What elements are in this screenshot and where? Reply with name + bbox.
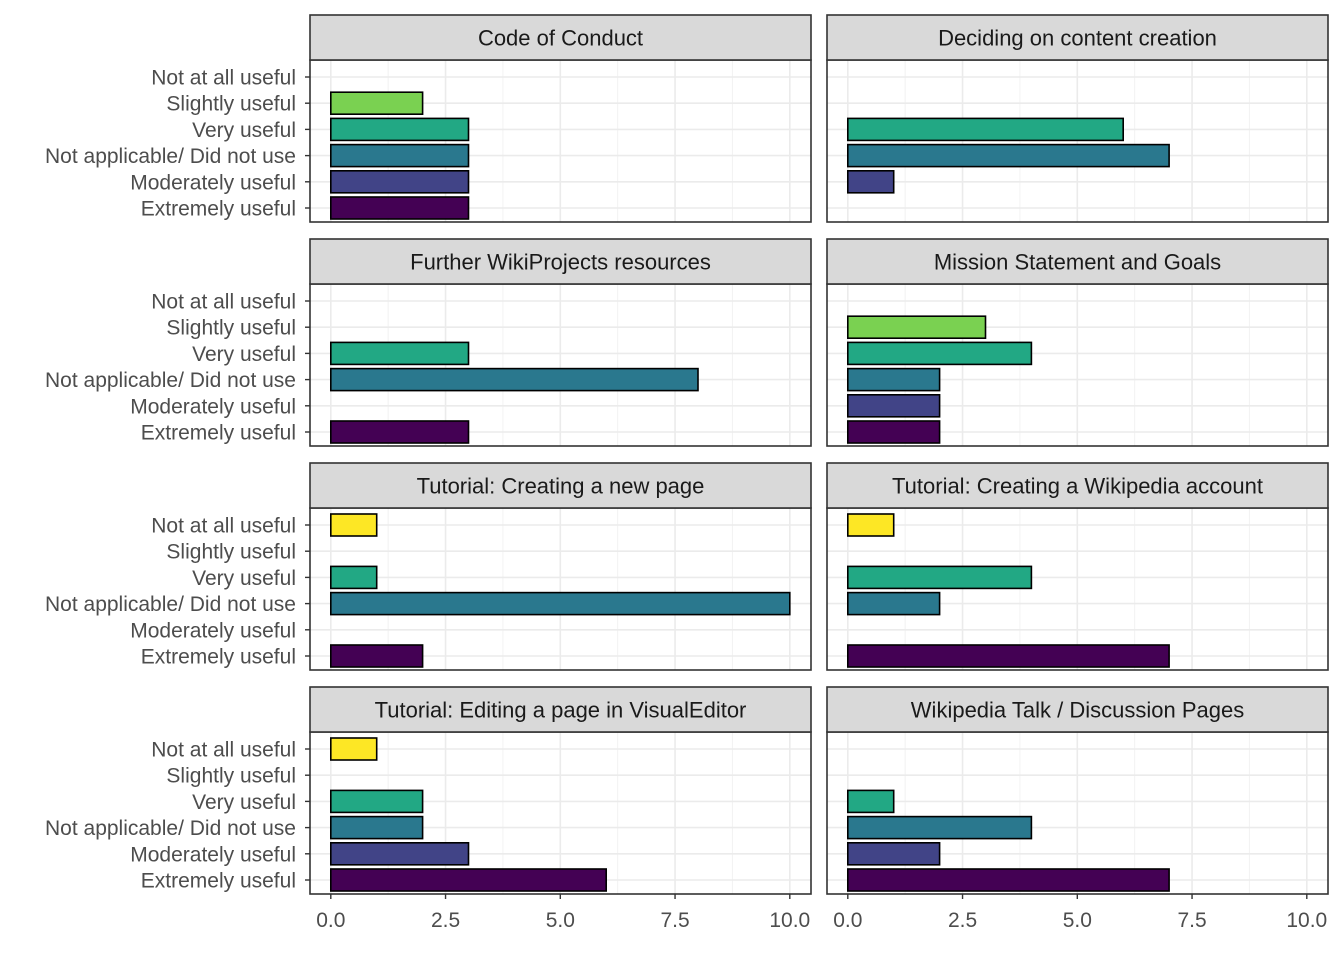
bar <box>329 737 378 761</box>
panel-8: Wikipedia Talk / Discussion Pages 0.0 2.5 5… <box>826 686 1329 932</box>
bar <box>846 841 941 866</box>
bar <box>329 420 470 444</box>
panel-7: Tutorial: Editing a page in VisualEditor… <box>45 686 812 932</box>
y-tick-label: Moderately useful <box>130 395 296 418</box>
y-tick-label: Very useful <box>192 119 296 142</box>
panel-5: Tutorial: Creating a new page Not at all … <box>45 462 812 671</box>
facet-strip <box>309 238 812 285</box>
bar <box>329 170 470 194</box>
facet-title: Wikipedia Talk / Discussion Pages <box>911 698 1244 723</box>
facet-strip <box>309 14 812 61</box>
y-tick-label: Moderately useful <box>130 619 296 642</box>
x-tick-label: 7.5 <box>1177 909 1206 932</box>
y-tick-label: Not at all useful <box>151 67 296 90</box>
facet-strip <box>826 14 1329 61</box>
bar <box>329 91 424 115</box>
bar <box>846 868 1170 892</box>
x-tick-label: 2.5 <box>948 909 977 932</box>
panel-2: Deciding on content creation <box>826 14 1329 223</box>
bar <box>846 789 895 814</box>
bar <box>846 315 987 340</box>
bar <box>846 591 941 616</box>
bar <box>846 815 1033 840</box>
facet-title: Code of Conduct <box>478 26 643 51</box>
panel-4: Mission Statement and Goals <box>826 238 1329 447</box>
facet-strip <box>309 686 812 733</box>
y-tick-label: Slightly useful <box>166 93 296 116</box>
y-tick-label: Slightly useful <box>166 541 296 564</box>
bar <box>846 341 1033 366</box>
x-tick-label: 5.0 <box>546 909 575 932</box>
y-tick-label: Moderately useful <box>130 843 296 866</box>
x-tick-label: 0.0 <box>316 909 345 932</box>
facet-strip <box>309 462 812 509</box>
facet-title: Further WikiProjects resources <box>410 250 711 275</box>
x-tick-label: 10.0 <box>1286 909 1327 932</box>
bar <box>846 117 1124 142</box>
bar <box>846 420 941 444</box>
bar <box>846 367 941 392</box>
facet-title: Tutorial: Editing a page in VisualEditor <box>375 698 747 723</box>
bar <box>846 644 1170 668</box>
panel-3: Further WikiProjects resources Not at all… <box>45 238 812 447</box>
facet-strip <box>826 238 1329 285</box>
bar <box>329 341 470 366</box>
y-tick-label: Not at all useful <box>151 291 296 314</box>
facet-title: Deciding on content creation <box>938 26 1217 51</box>
x-tick-label: 10.0 <box>769 909 810 932</box>
y-tick-label: Extremely useful <box>141 422 296 445</box>
y-tick-label: Not applicable/ Did not use <box>45 593 296 616</box>
panel-6: Tutorial: Creating a Wikipedia account <box>826 462 1329 671</box>
bar <box>329 789 424 814</box>
facet-title: Mission Statement and Goals <box>934 250 1221 275</box>
bar <box>846 143 1170 168</box>
y-tick-label: Very useful <box>192 343 296 366</box>
bar <box>329 841 470 866</box>
y-tick-label: Slightly useful <box>166 765 296 788</box>
bar <box>329 815 424 840</box>
bar <box>846 393 941 418</box>
facet-title: Tutorial: Creating a new page <box>417 474 705 499</box>
bar <box>329 143 470 168</box>
y-tick-label: Very useful <box>192 791 296 814</box>
bar <box>846 565 1033 590</box>
bar <box>846 513 895 537</box>
bar <box>329 367 699 392</box>
y-tick-label: Not applicable/ Did not use <box>45 369 296 392</box>
bar <box>329 513 378 537</box>
bar <box>329 565 378 590</box>
panel-1: Code of Conduct Not at all useful Slightly… <box>45 14 812 223</box>
bar <box>329 868 607 892</box>
y-tick-label: Not at all useful <box>151 515 296 538</box>
facet-strip <box>826 462 1329 509</box>
y-tick-label: Very useful <box>192 567 296 590</box>
bar <box>329 644 424 668</box>
bar <box>329 591 791 616</box>
x-tick-label: 5.0 <box>1063 909 1092 932</box>
bar <box>329 196 470 220</box>
y-tick-label: Extremely useful <box>141 646 296 669</box>
x-tick-label: 2.5 <box>431 909 460 932</box>
facet-strip <box>826 686 1329 733</box>
bar <box>846 170 895 194</box>
y-tick-label: Not at all useful <box>151 739 296 762</box>
y-tick-label: Moderately useful <box>130 171 296 194</box>
y-tick-label: Extremely useful <box>141 870 296 893</box>
y-tick-label: Not applicable/ Did not use <box>45 817 296 840</box>
x-tick-label: 0.0 <box>833 909 862 932</box>
x-tick-label: 7.5 <box>660 909 689 932</box>
y-tick-label: Extremely useful <box>141 198 296 221</box>
y-tick-label: Slightly useful <box>166 317 296 340</box>
facet-title: Tutorial: Creating a Wikipedia account <box>892 474 1263 499</box>
y-tick-label: Not applicable/ Did not use <box>45 145 296 168</box>
bar <box>329 117 470 142</box>
